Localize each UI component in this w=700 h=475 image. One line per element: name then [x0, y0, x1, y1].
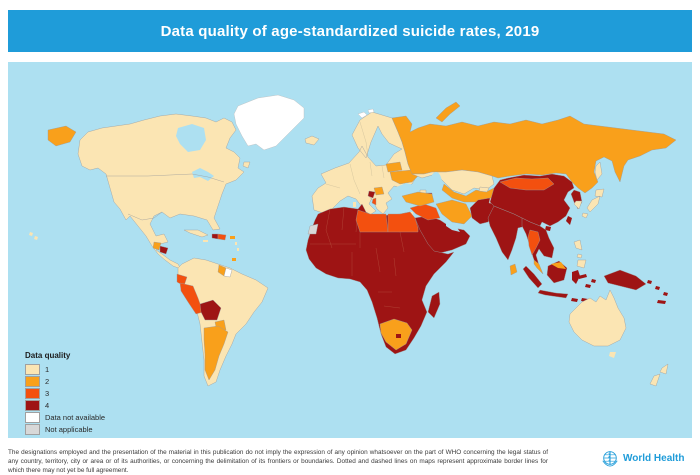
region-iceland — [304, 135, 320, 146]
legend-swatch-not-applicable — [25, 423, 40, 435]
region-philippines — [573, 239, 587, 269]
region-sri-lanka — [509, 263, 518, 276]
title-banner: Data quality of age-standardized suicide… — [8, 10, 692, 52]
region-japan — [581, 188, 605, 219]
legend-swatch-1 — [25, 363, 40, 375]
legend-item: Data not available — [25, 411, 105, 423]
who-logo-text: World Health — [623, 452, 685, 464]
region-iran — [435, 199, 473, 225]
region-argentina — [203, 325, 229, 381]
disclaimer-text: The designations employed and the presen… — [8, 449, 548, 474]
legend-label: 4 — [45, 400, 50, 410]
map-legend: Data quality 1 2 3 4 Data not available … — [25, 351, 105, 435]
region-turkey — [401, 191, 435, 207]
region-lesser-antilles — [235, 242, 239, 251]
region-sumatra — [522, 265, 543, 289]
region-puerto-rico — [230, 236, 235, 239]
region-new-guinea — [603, 269, 647, 291]
region-tasmania — [609, 352, 616, 358]
region-suriname — [223, 267, 233, 278]
region-new-zealand — [649, 363, 669, 387]
legend-label: 2 — [45, 376, 50, 386]
region-malaysia-borneo — [551, 262, 566, 269]
legend-swatch-3 — [25, 387, 40, 399]
region-madagascar — [427, 291, 441, 319]
map-area: Data quality 1 2 3 4 Data not available … — [8, 62, 692, 438]
landmasses — [29, 94, 677, 387]
region-honduras — [159, 245, 169, 255]
region-russia-chukotka-wrap — [47, 125, 77, 147]
legend-label: Data not available — [45, 412, 106, 422]
region-south-korea — [573, 200, 583, 210]
legend-item: 3 — [25, 387, 105, 399]
hudson-bay — [176, 124, 206, 152]
who-emblem-icon — [602, 451, 618, 467]
region-dominican-republic — [217, 233, 227, 241]
legend-label: 1 — [45, 364, 50, 374]
region-guatemala — [152, 241, 162, 251]
region-cuba — [183, 229, 209, 238]
region-sulawesi — [572, 270, 587, 284]
legend-label: Not applicable — [45, 424, 93, 434]
persian-gulf — [446, 222, 460, 232]
region-greenland — [233, 94, 305, 151]
legend-label: 3 — [45, 388, 50, 398]
legend-item: 1 — [25, 363, 105, 375]
world-map — [8, 62, 692, 438]
us-mexico-border — [127, 211, 163, 221]
region-newfoundland — [242, 161, 251, 169]
region-svalbard — [357, 108, 375, 119]
region-serbia-hungary — [373, 186, 385, 196]
region-egypt — [387, 211, 419, 233]
region-java — [537, 289, 569, 299]
legend-title: Data quality — [25, 351, 71, 360]
who-logo: World Health — [601, 449, 684, 467]
europe-internal-borders — [325, 121, 385, 195]
legend-item: 4 — [25, 399, 105, 411]
page-title: Data quality of age-standardized suicide… — [160, 22, 540, 40]
us-canada-border — [106, 173, 225, 183]
region-kyrgyzstan — [478, 186, 490, 193]
region-pacific-islands — [647, 280, 668, 304]
legend-swatch-na — [25, 411, 40, 423]
region-western-sahara — [307, 223, 319, 235]
region-mongolia — [499, 177, 555, 191]
region-bolivia — [199, 299, 222, 321]
legend-item: 2 — [25, 375, 105, 387]
region-australia — [568, 289, 627, 347]
region-taiwan — [566, 216, 572, 225]
region-novaya-zemlya — [435, 101, 461, 123]
region-bosnia — [367, 190, 376, 199]
region-sakhalin — [594, 161, 603, 181]
region-lesotho — [396, 334, 401, 338]
region-hawaii — [29, 232, 38, 240]
region-belarus — [385, 161, 403, 173]
region-jamaica — [203, 240, 208, 242]
region-albania — [371, 197, 377, 206]
caspian-sea — [430, 172, 442, 196]
region-lesser-sunda-maluku — [571, 279, 596, 302]
region-hainan — [545, 226, 551, 231]
region-thailand — [527, 229, 541, 256]
legend-swatch-2 — [25, 375, 40, 387]
region-peru — [179, 282, 204, 315]
region-malaysia-peninsula — [533, 259, 544, 275]
region-trinidad — [232, 258, 236, 261]
legend-item: Not applicable — [25, 423, 105, 435]
great-lakes — [192, 168, 214, 181]
legend-swatch-4 — [25, 399, 40, 411]
region-haiti — [211, 233, 219, 240]
region-north-america — [77, 113, 245, 270]
